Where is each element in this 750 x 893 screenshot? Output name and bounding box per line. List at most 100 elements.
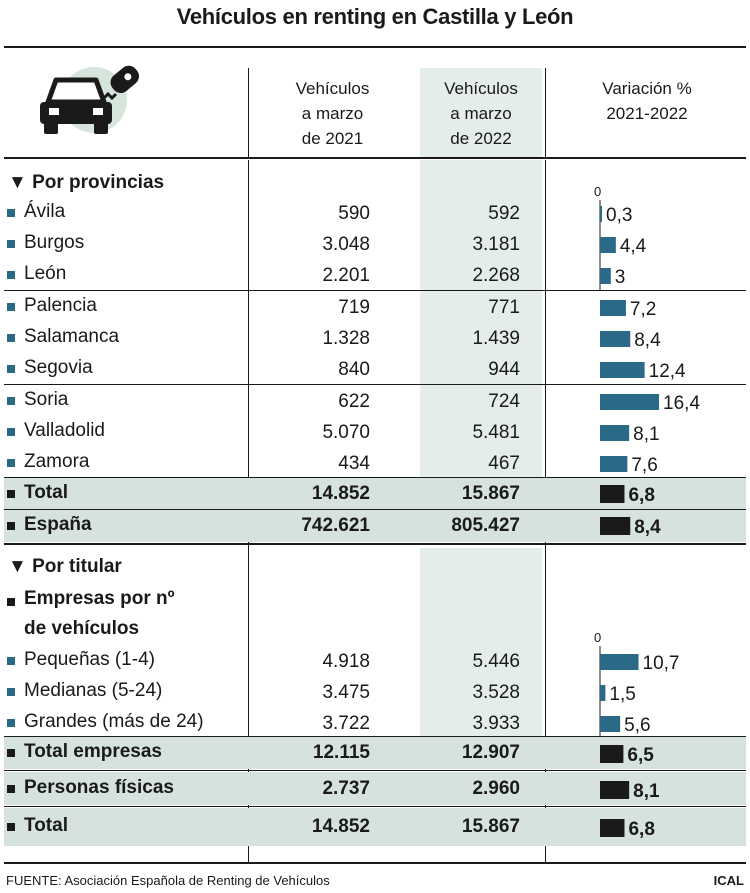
value-2021: 2.737 — [322, 778, 370, 799]
row-label: Total empresas — [24, 741, 162, 762]
row-bullet — [7, 490, 15, 498]
value-2022: 5.446 — [472, 651, 520, 672]
variation-bar — [600, 781, 630, 799]
value-2022: 805.427 — [451, 515, 520, 536]
value-2021: 5.070 — [322, 422, 370, 443]
value-2021: 3.722 — [322, 713, 370, 734]
value-2021: 622 — [338, 391, 370, 412]
row-bullet — [7, 823, 15, 831]
col-sep-1-header — [248, 68, 249, 158]
header-2022: Vehículos a marzo de 2022 — [420, 76, 542, 151]
value-2021: 14.852 — [311, 816, 370, 837]
variation-label: 0,3 — [606, 205, 632, 226]
row-bullet — [7, 365, 15, 373]
variation-bar — [600, 237, 616, 253]
col-sep-3-bottom — [545, 548, 546, 862]
value-2022: 3.181 — [472, 234, 520, 255]
section-provincias-label: Por provincias — [32, 172, 165, 193]
variation-label: 16,4 — [663, 393, 700, 414]
col-sep-1-top — [248, 160, 249, 548]
row-bullet — [7, 271, 15, 279]
row-bullet — [7, 785, 15, 793]
value-2021: 12.115 — [312, 742, 370, 763]
value-2021: 840 — [338, 359, 370, 380]
value-2021: 434 — [338, 453, 370, 474]
variation-bar — [600, 654, 639, 670]
col-sep-1-bottom — [248, 548, 249, 862]
rule-before-espana — [4, 509, 746, 510]
value-2022: 2.960 — [472, 778, 520, 799]
row-label: Palencia — [24, 295, 97, 316]
variation-label: 3 — [615, 267, 626, 288]
row-label: Burgos — [24, 232, 85, 253]
variation-bar — [600, 456, 628, 472]
variation-bar — [600, 362, 645, 378]
row-bullet — [7, 459, 15, 467]
variation-bar — [600, 206, 602, 222]
value-2022: 3.528 — [472, 682, 520, 703]
row-bullet — [7, 428, 15, 436]
rule-before-personas — [4, 770, 746, 771]
variation-label: 6,8 — [628, 819, 654, 840]
value-2022: 1.439 — [472, 328, 520, 349]
value-2022: 15.867 — [461, 483, 520, 504]
row-bullet — [7, 688, 15, 696]
header-2022-line2: a marzo — [450, 104, 512, 123]
source-note: FUENTE: Asociación Española de Renting d… — [6, 873, 330, 888]
header-2021-line1: Vehículos — [295, 79, 370, 98]
section-titular-label: Por titular — [32, 556, 122, 577]
rule-group-2 — [4, 384, 746, 385]
header-variation: Variación % 2021-2022 — [552, 76, 742, 126]
column-2022-band-provinces — [420, 160, 542, 478]
variation-label: 10,7 — [643, 653, 680, 674]
value-2021: 2.201 — [322, 265, 370, 286]
row-bullet — [7, 522, 15, 530]
page-title: Vehículos en renting en Castilla y León — [176, 4, 574, 29]
value-2022: 724 — [488, 391, 520, 412]
variation-bar — [600, 331, 631, 347]
value-2022: 12.907 — [461, 742, 520, 763]
row-label: España — [24, 514, 92, 535]
variation-label: 6,5 — [627, 745, 654, 766]
variation-label: 5,6 — [624, 715, 650, 736]
row-bullet — [7, 209, 15, 217]
row-label: Grandes (más de 24) — [24, 711, 204, 732]
value-2021: 590 — [338, 203, 370, 224]
section-titular: ▼ Por titular — [8, 556, 122, 577]
row-label: Total — [24, 815, 68, 836]
row-label: Ávila — [24, 201, 66, 222]
row-bullet — [7, 240, 15, 248]
variation-bar — [600, 268, 611, 284]
value-2022: 467 — [488, 453, 520, 474]
rule-before-total — [4, 477, 746, 478]
value-2022: 2.268 — [472, 265, 520, 286]
variation-bar — [600, 485, 625, 503]
col-sep-3-header — [545, 68, 546, 158]
header-rule — [4, 157, 746, 159]
header-2022-line3: de 2022 — [450, 129, 512, 148]
col-sep-3-top — [545, 160, 546, 548]
bullet-empresas — [7, 598, 15, 606]
value-2022: 3.933 — [472, 713, 520, 734]
variation-bar — [600, 716, 621, 732]
row-bullet — [7, 397, 15, 405]
car-key-icon — [40, 65, 140, 134]
empresas-heading-line1: Empresas por nº — [24, 588, 175, 609]
variation-bar — [600, 300, 626, 316]
variation-label: 12,4 — [649, 361, 686, 382]
value-2021: 4.918 — [322, 651, 370, 672]
empresas-heading-line2: de vehículos — [24, 618, 140, 639]
column-2022-band-header — [420, 68, 542, 158]
value-2022: 771 — [488, 297, 520, 318]
row-bullet — [7, 303, 15, 311]
row-label: Zamora — [24, 451, 90, 472]
rule-after-espana — [4, 543, 746, 545]
footer-rule — [4, 862, 746, 864]
variation-label: 7,6 — [631, 455, 657, 476]
row-bullet — [7, 719, 15, 727]
row-bullet — [7, 657, 15, 665]
value-2021: 1.328 — [322, 328, 370, 349]
value-2022: 5.481 — [472, 422, 520, 443]
header-variation-line1: Variación % — [602, 79, 692, 98]
